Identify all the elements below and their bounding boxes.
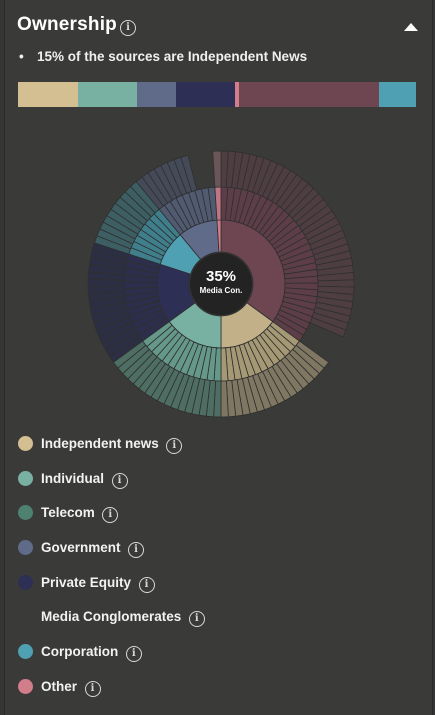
legend-label-text: Telecom: [41, 505, 95, 521]
spacer: [104, 471, 112, 486]
sunburst-outer-segment[interactable]: [180, 154, 198, 193]
legend-label-text: Other: [41, 678, 78, 694]
legend-label: Government i: [41, 540, 145, 559]
sunburst-outer-segment[interactable]: [212, 150, 222, 188]
legend-label: Media Conglomerates i: [41, 609, 205, 628]
spacer: [159, 436, 167, 451]
summary-text: 15% of the sources are Independent News: [37, 49, 308, 64]
info-icon[interactable]: i: [84, 680, 101, 697]
ownership-sunburst-chart: 35% Media Con.: [87, 150, 355, 418]
info-icon[interactable]: i: [111, 472, 128, 489]
panel-header: Ownership i: [17, 14, 420, 44]
legend-label: Other i: [41, 679, 101, 697]
share-bar-segment[interactable]: [378, 82, 416, 107]
info-icon[interactable]: i: [128, 542, 145, 559]
info-icon[interactable]: i: [125, 646, 142, 663]
legend-label-text: Individual: [41, 470, 105, 486]
share-bar-segment[interactable]: [239, 82, 379, 107]
spacer: [118, 644, 126, 659]
legend-swatch: [18, 505, 33, 521]
legend-swatch: [18, 678, 33, 694]
info-icon[interactable]: i: [166, 438, 183, 454]
sunburst-segments: [87, 150, 355, 418]
legend-swatch: [18, 436, 33, 451]
legend-swatch: [18, 644, 33, 660]
legend-swatch: [18, 540, 33, 556]
spacer: [77, 679, 85, 694]
legend-swatch: [18, 574, 33, 590]
panel-title: Ownership: [17, 14, 117, 35]
info-icon[interactable]: i: [102, 507, 119, 524]
spacer: [181, 609, 189, 624]
legend-label: Telecom i: [41, 505, 119, 524]
legend-label-text: Corporation: [41, 644, 119, 660]
ownership-share-bar: [18, 82, 416, 107]
legend-swatch: [18, 470, 33, 486]
legend-label-text: Government: [41, 540, 121, 556]
legend-label-text: Independent news: [41, 436, 159, 451]
info-icon[interactable]: i: [188, 611, 205, 628]
info-icon[interactable]: i: [138, 576, 155, 593]
spacer: [121, 540, 129, 555]
legend-swatch: [18, 609, 33, 624]
share-bar-segment[interactable]: [235, 82, 240, 107]
share-bar-segment[interactable]: [175, 82, 236, 107]
legend-label: Individual i: [41, 471, 128, 489]
bullet: •: [19, 49, 24, 64]
legend-label: Independent news i: [41, 436, 183, 454]
legend-label-text: Media Conglomerates: [41, 609, 182, 625]
summary-line: • 15% of the sources are Independent News: [19, 49, 307, 64]
legend-label: Private Equity i: [41, 575, 155, 593]
share-bar-segment[interactable]: [77, 82, 137, 107]
sunburst-center: [190, 253, 252, 315]
share-bar-segment[interactable]: [136, 82, 176, 107]
spacer: [131, 575, 139, 590]
share-bar-segment[interactable]: [18, 82, 78, 107]
sunburst-outer-segment[interactable]: [309, 317, 347, 338]
center-label: Media Con.: [200, 286, 243, 295]
collapse-caret-icon[interactable]: [404, 23, 418, 31]
legend-label: Corporation i: [41, 644, 142, 663]
ownership-panel: Ownership i • 15% of the sources are Inde…: [4, 0, 433, 715]
legend-label-text: Private Equity: [41, 574, 132, 590]
center-value: 35%: [206, 268, 236, 285]
info-icon[interactable]: i: [120, 20, 136, 36]
spacer: [95, 505, 103, 520]
